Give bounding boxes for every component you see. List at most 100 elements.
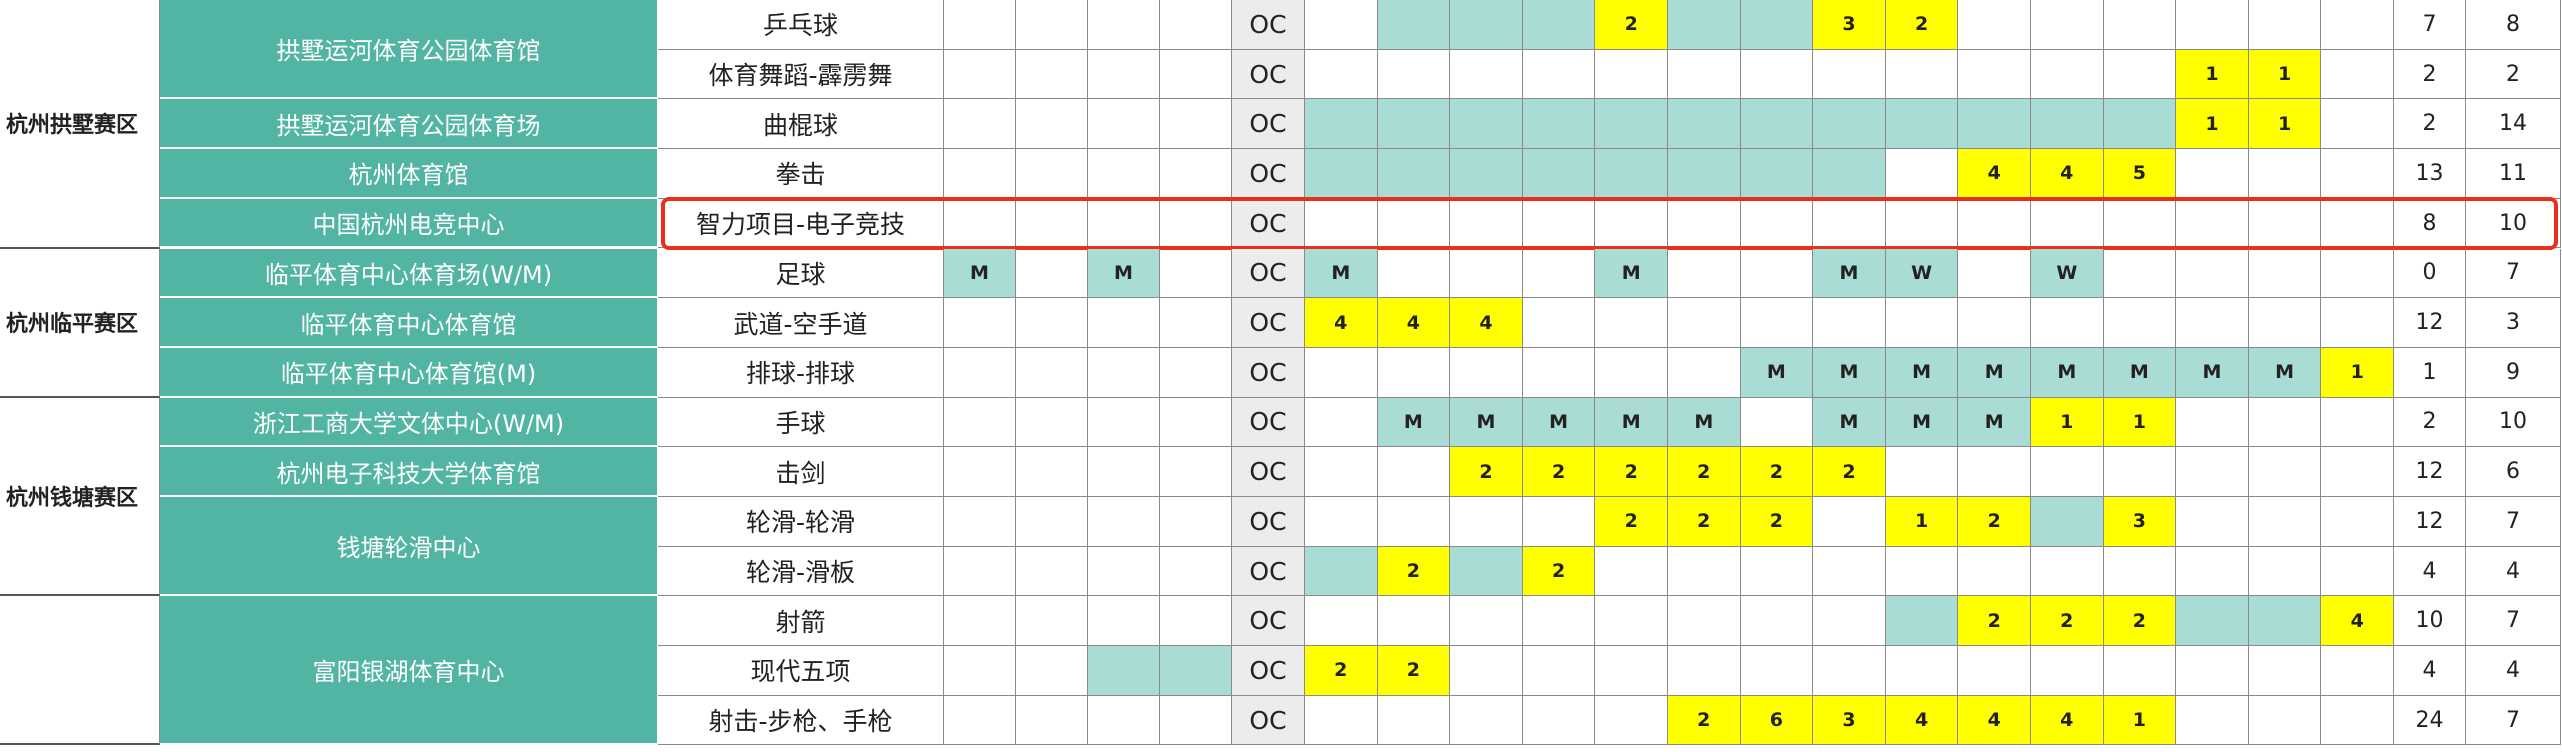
empty-cell	[1885, 646, 1959, 696]
schedule-mark: M	[1522, 397, 1596, 448]
schedule-mark: 2	[1377, 546, 1451, 597]
empty-cell	[2248, 546, 2322, 597]
empty-cell	[2031, 49, 2104, 100]
empty-cell	[1088, 497, 1160, 547]
count: 4	[2394, 546, 2466, 597]
schedule-cell	[1522, 99, 1596, 150]
count: 7	[2466, 248, 2561, 299]
empty-cell	[1958, 248, 2031, 299]
schedule-mark: M	[2031, 347, 2104, 398]
empty-cell	[2248, 447, 2322, 497]
empty-cell	[2321, 546, 2394, 597]
count: 4	[2466, 546, 2561, 597]
schedule-mark: 2	[1958, 497, 2031, 547]
empty-cell	[944, 298, 1016, 348]
schedule-mark: 2	[1740, 447, 1814, 497]
schedule-cell	[1740, 99, 1814, 150]
schedule-cell	[1160, 646, 1232, 696]
empty-cell	[1595, 49, 1668, 100]
schedule-mark: 5	[2103, 149, 2177, 199]
empty-cell	[1088, 0, 1160, 50]
schedule-cell	[1377, 149, 1451, 199]
empty-cell	[1160, 695, 1232, 746]
schedule-mark: M	[2103, 347, 2177, 398]
schedule-mark: M	[1885, 397, 1959, 448]
schedule-cell	[1885, 596, 1959, 647]
empty-cell	[2176, 397, 2249, 448]
empty-cell	[1160, 298, 1232, 348]
sport-name: 拳击	[658, 149, 944, 199]
schedule-cell	[1522, 0, 1596, 50]
empty-cell	[944, 546, 1016, 597]
empty-cell	[1958, 49, 2031, 100]
empty-cell	[944, 397, 1016, 448]
schedule-cell	[2031, 99, 2104, 150]
empty-cell	[2321, 447, 2394, 497]
empty-cell	[1088, 99, 1160, 150]
venue-name: 中国杭州电竞中心	[160, 198, 658, 249]
schedule-cell	[2248, 596, 2322, 647]
empty-cell	[1450, 49, 1523, 100]
sport-name: 现代五项	[658, 646, 944, 696]
oc-label: OC	[1232, 298, 1305, 348]
schedule-mark: 3	[1813, 0, 1886, 50]
schedule-mark: 1	[2176, 49, 2249, 100]
empty-cell	[1813, 298, 1886, 348]
empty-cell	[1668, 248, 1741, 299]
empty-cell	[1958, 646, 2031, 696]
empty-cell	[1595, 347, 1668, 398]
empty-cell	[2103, 49, 2177, 100]
empty-cell	[1016, 596, 1088, 647]
oc-label: OC	[1232, 49, 1305, 100]
schedule-mark: M	[944, 248, 1016, 299]
schedule-mark: 4	[2321, 596, 2394, 647]
empty-cell	[2248, 397, 2322, 448]
count: 3	[2466, 298, 2561, 348]
empty-cell	[2248, 149, 2322, 199]
empty-cell	[1305, 497, 1378, 547]
empty-cell	[1522, 695, 1596, 746]
empty-cell	[1885, 298, 1959, 348]
empty-cell	[2321, 248, 2394, 299]
empty-cell	[1016, 298, 1088, 348]
empty-cell	[2321, 99, 2394, 150]
empty-cell	[1885, 546, 1959, 597]
empty-cell	[2248, 298, 2322, 348]
empty-cell	[1160, 0, 1232, 50]
empty-cell	[1885, 49, 1959, 100]
oc-label: OC	[1232, 347, 1305, 398]
empty-cell	[1595, 596, 1668, 647]
schedule-mark: M	[1813, 347, 1886, 398]
venue-name: 钱塘轮滑中心	[160, 497, 658, 597]
empty-cell	[1958, 298, 2031, 348]
empty-cell	[1088, 347, 1160, 398]
empty-cell	[1522, 298, 1596, 348]
empty-cell	[1813, 646, 1886, 696]
empty-cell	[2176, 0, 2249, 50]
empty-cell	[2031, 298, 2104, 348]
schedule-mark: 4	[1885, 695, 1959, 746]
schedule-mark: 1	[2103, 397, 2177, 448]
empty-cell	[1377, 248, 1451, 299]
schedule-mark: 1	[2321, 347, 2394, 398]
count: 4	[2466, 646, 2561, 696]
highlight-box	[661, 196, 2558, 251]
empty-cell	[2248, 0, 2322, 50]
schedule-mark: M	[1595, 248, 1668, 299]
schedule-cell	[1595, 149, 1668, 199]
empty-cell	[1522, 646, 1596, 696]
zone-label: 杭州拱墅赛区	[0, 0, 160, 249]
zone-label: 杭州钱塘赛区	[0, 397, 160, 597]
oc-label: OC	[1232, 248, 1305, 299]
empty-cell	[1522, 596, 1596, 647]
empty-cell	[1016, 447, 1088, 497]
empty-cell	[2248, 646, 2322, 696]
count: 6	[2466, 447, 2561, 497]
schedule-mark: 2	[1595, 0, 1668, 50]
empty-cell	[1305, 447, 1378, 497]
schedule-mark: 4	[1958, 695, 2031, 746]
schedule-mark: 2	[2031, 596, 2104, 647]
schedule-mark: 1	[2176, 99, 2249, 150]
empty-cell	[1016, 149, 1088, 199]
